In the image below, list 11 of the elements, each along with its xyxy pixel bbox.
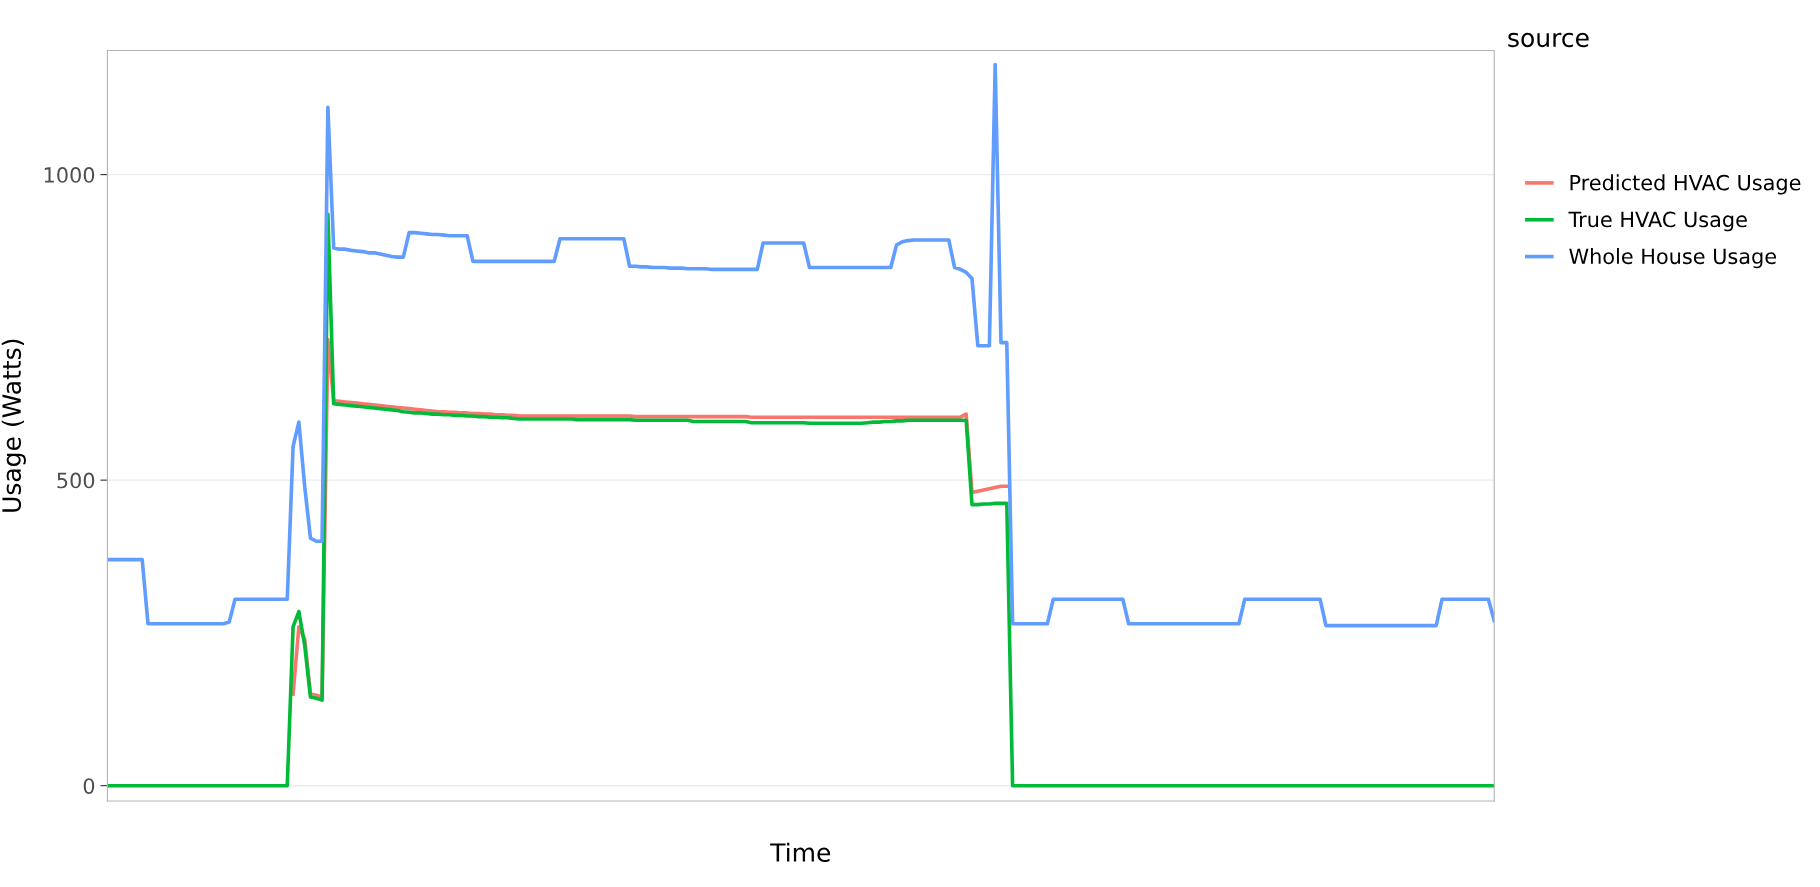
x-axis-title: Time <box>770 842 831 862</box>
line-series <box>107 62 1495 628</box>
legend-label: Predicted HVAC Usage <box>1570 174 1801 195</box>
y-tick-label: 1000 <box>44 167 95 183</box>
legend-label: True HVAC Usage <box>1568 211 1747 232</box>
y-axis-title: Usage (Watts) <box>1 339 26 512</box>
y-tick-label: 500 <box>57 472 95 489</box>
legend-title: source <box>1508 32 1589 48</box>
y-tick-label: 0 <box>83 778 95 794</box>
line-series <box>107 212 1495 788</box>
legend-label: Whole House Usage <box>1569 248 1776 269</box>
